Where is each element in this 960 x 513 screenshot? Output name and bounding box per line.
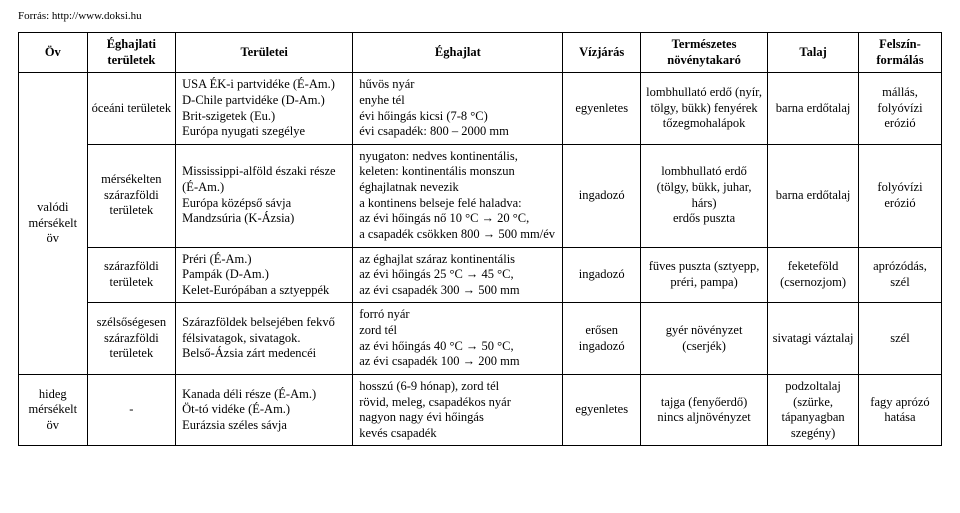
soil-r5: podzoltalaj (szürke, tápanyagban szegény… <box>768 374 859 446</box>
col-termeszetes: Természetes növénytakaró <box>640 33 767 73</box>
climate-r3: az éghajlat száraz kontinentálisaz évi h… <box>353 247 563 303</box>
veg-r4: gyér növényzet (cserjék) <box>640 303 767 375</box>
climate-r1: hűvös nyárenyhe télévi hőingás kicsi (7-… <box>353 73 563 145</box>
table-row: szélsőségesen szárazföldi területek Szár… <box>19 303 942 375</box>
col-felszin: Felszín-formálás <box>858 33 941 73</box>
water-r2: ingadozó <box>563 144 640 247</box>
surf-r2: folyóvízi erózió <box>858 144 941 247</box>
soil-r3: feketeföld (csernozjom) <box>768 247 859 303</box>
belt-valodi: valódi mérsékelt öv <box>19 73 88 375</box>
area-r1: USA ÉK-i partvidéke (É-Am.)D-Chile partv… <box>176 73 353 145</box>
soil-r2: barna erdőtalaj <box>768 144 859 247</box>
veg-r5: tajga (fenyőerdő)nincs aljnövényzet <box>640 374 767 446</box>
zone-mersekelten: mérsékelten szárazföldi területek <box>87 144 176 247</box>
col-vizjaras: Vízjárás <box>563 33 640 73</box>
col-talaj: Talaj <box>768 33 859 73</box>
col-ov: Öv <box>19 33 88 73</box>
water-r3: ingadozó <box>563 247 640 303</box>
zone-none: - <box>87 374 176 446</box>
veg-r1: lombhullató erdő (nyír, tölgy, bükk) fen… <box>640 73 767 145</box>
climate-r2: nyugaton: nedves kontinentális,keleten: … <box>353 144 563 247</box>
col-eghajlati: Éghajlati területek <box>87 33 176 73</box>
climate-r5: hosszú (6-9 hónap), zord télrövid, meleg… <box>353 374 563 446</box>
surf-r5: fagy aprózó hatása <box>858 374 941 446</box>
col-teruletei: Területei <box>176 33 353 73</box>
soil-r4: sivatagi váztalaj <box>768 303 859 375</box>
soil-r1: barna erdőtalaj <box>768 73 859 145</box>
area-r2: Mississippi-alföld északi része(É-Am.)Eu… <box>176 144 353 247</box>
area-r3: Préri (É-Am.)Pampák (D-Am.)Kelet-Európáb… <box>176 247 353 303</box>
table-row: szárazföldi területek Préri (É-Am.)Pampá… <box>19 247 942 303</box>
water-r5: egyenletes <box>563 374 640 446</box>
source-line: Forrás: http://www.doksi.hu <box>18 10 942 22</box>
table-row: mérsékelten szárazföldi területek Missis… <box>19 144 942 247</box>
veg-r3: füves puszta (sztyepp, préri, pampa) <box>640 247 767 303</box>
table-row: valódi mérsékelt öv óceáni területek USA… <box>19 73 942 145</box>
area-r4: Szárazföldek belsejében fekvő félsivatag… <box>176 303 353 375</box>
belt-hideg: hideg mérsékelt öv <box>19 374 88 446</box>
surf-r1: mállás, folyóvízi erózió <box>858 73 941 145</box>
veg-r2: lombhullató erdő (tölgy, bükk, juhar, há… <box>640 144 767 247</box>
climate-r4: forró nyárzord télaz évi hőingás 40 °C →… <box>353 303 563 375</box>
water-r1: egyenletes <box>563 73 640 145</box>
table-header-row: Öv Éghajlati területek Területei Éghajla… <box>19 33 942 73</box>
col-eghajlat: Éghajlat <box>353 33 563 73</box>
zone-szelso: szélsőségesen szárazföldi területek <box>87 303 176 375</box>
table-row: hideg mérsékelt öv - Kanada déli része (… <box>19 374 942 446</box>
surf-r4: szél <box>858 303 941 375</box>
zone-oceani: óceáni területek <box>87 73 176 145</box>
surf-r3: aprózódás, szél <box>858 247 941 303</box>
area-r5: Kanada déli része (É-Am.)Öt-tó vidéke (É… <box>176 374 353 446</box>
water-r4: erősen ingadozó <box>563 303 640 375</box>
zone-szaraz: szárazföldi területek <box>87 247 176 303</box>
climate-table: Öv Éghajlati területek Területei Éghajla… <box>18 32 942 446</box>
